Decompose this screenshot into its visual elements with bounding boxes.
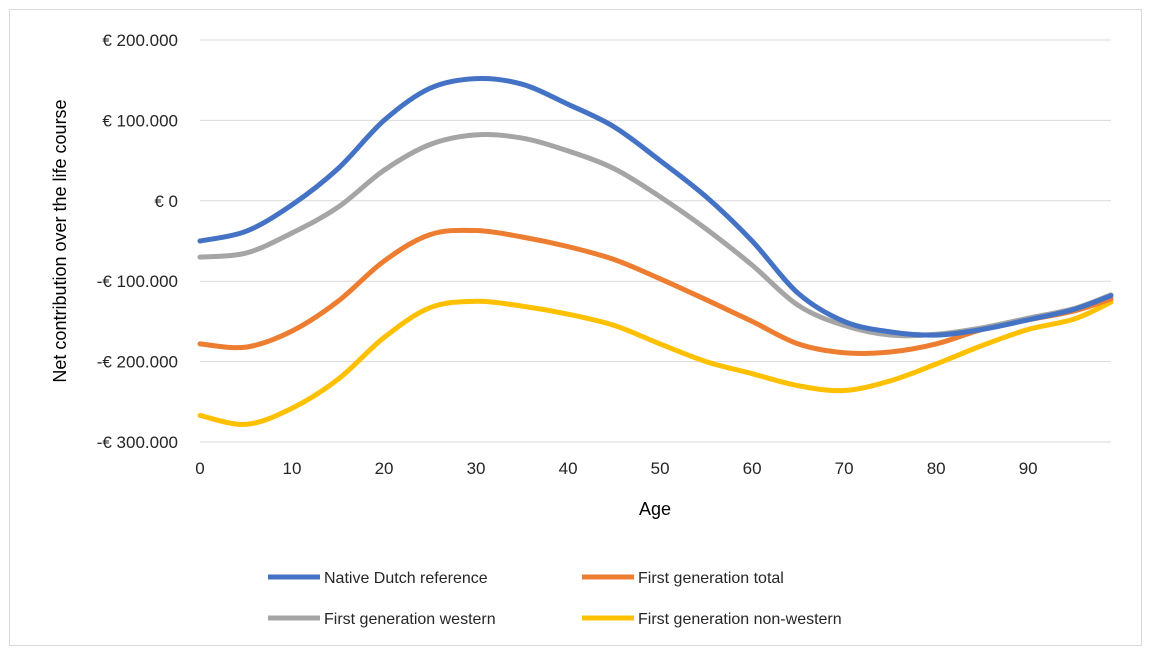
x-axis-ticks: 0 10 20 30 40 50 60 70 80 90: [195, 459, 1037, 478]
x-tick-label: 20: [375, 459, 394, 478]
x-tick-label: 90: [1019, 459, 1038, 478]
x-tick-label: 30: [467, 459, 486, 478]
legend-label: First generation western: [324, 611, 496, 628]
y-tick-label: € 100.000: [102, 111, 178, 130]
x-tick-label: 40: [559, 459, 578, 478]
x-tick-label: 10: [283, 459, 302, 478]
series-lines: [197, 75, 1114, 427]
series-line-0: [197, 75, 1114, 338]
x-tick-label: 0: [195, 459, 204, 478]
gridlines: [200, 39, 1111, 443]
series-line-2: [197, 132, 1114, 339]
y-axis-title: Net contribution over the life course: [50, 99, 70, 382]
legend: Native Dutch reference First generation t…: [268, 570, 842, 628]
y-tick-label: € 200.000: [102, 31, 178, 50]
y-tick-label: -€ 300.000: [97, 433, 178, 452]
x-tick-label: 80: [927, 459, 946, 478]
x-tick-label: 50: [651, 459, 670, 478]
x-axis-title: Age: [639, 499, 671, 519]
chart-frame: [9, 9, 1142, 646]
x-tick-label: 60: [743, 459, 762, 478]
y-tick-label: € 0: [154, 192, 178, 211]
series-line-1: [197, 227, 1114, 356]
x-tick-label: 70: [835, 459, 854, 478]
y-axis-ticks: € 200.000 € 100.000 € 0 -€ 100.000 -€ 200.00…: [97, 31, 178, 452]
legend-label: Native Dutch reference: [324, 570, 488, 587]
y-tick-label: -€ 200.000: [97, 353, 178, 372]
legend-label: First generation non-western: [638, 611, 842, 628]
y-tick-label: -€ 100.000: [97, 272, 178, 291]
legend-label: First generation total: [638, 570, 784, 587]
series-line-3: [197, 298, 1114, 427]
